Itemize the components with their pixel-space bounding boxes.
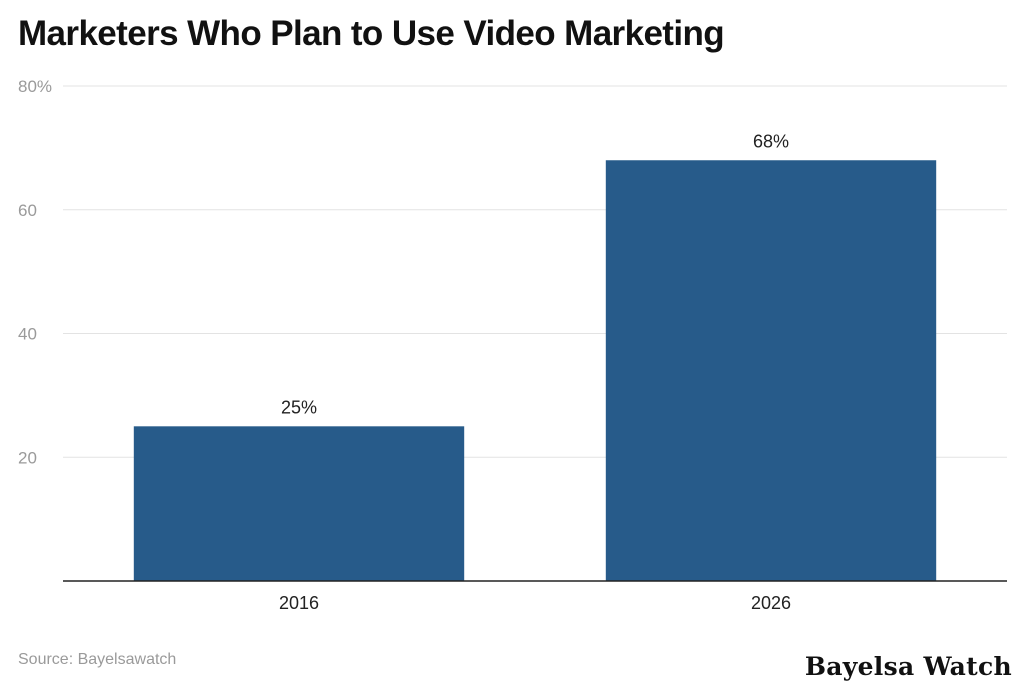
y-tick-label: 40 [18, 325, 37, 344]
y-tick-label: 20 [18, 448, 37, 467]
x-tick-label-2016: 2016 [279, 593, 319, 613]
value-label-2026: 68% [753, 131, 789, 151]
bars [133, 160, 937, 581]
bar-2016 [133, 426, 465, 581]
chart-title: Marketers Who Plan to Use Video Marketin… [18, 14, 725, 53]
source-note: Source: Bayelsawatch [18, 651, 177, 668]
x-axis-labels: 2016 2026 [279, 593, 791, 613]
bar-2026 [605, 160, 937, 581]
value-label-2016: 25% [281, 397, 317, 417]
brand-logo: Bayelsa Watch [804, 652, 1012, 681]
value-labels: 25% 68% [281, 131, 789, 417]
y-axis-ticks: 20 40 60 80% [18, 77, 52, 467]
x-tick-label-2026: 2026 [751, 593, 791, 613]
y-tick-label: 80% [18, 77, 52, 96]
y-tick-label: 60 [18, 201, 37, 220]
